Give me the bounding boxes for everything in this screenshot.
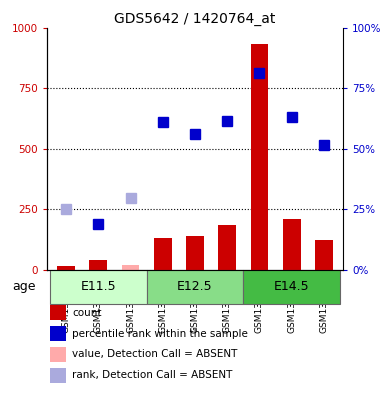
Bar — [147, 270, 243, 305]
Bar — [50, 326, 66, 341]
Bar — [50, 368, 66, 383]
Text: value, Detection Call = ABSENT: value, Detection Call = ABSENT — [72, 349, 238, 360]
Bar — [218, 225, 236, 270]
Text: E11.5: E11.5 — [81, 281, 116, 294]
Bar — [315, 241, 333, 270]
Text: count: count — [72, 308, 101, 318]
Bar — [154, 238, 172, 270]
Bar — [50, 270, 147, 305]
Bar — [89, 260, 107, 270]
Text: percentile rank within the sample: percentile rank within the sample — [72, 329, 248, 338]
Bar — [50, 305, 66, 320]
Bar — [50, 347, 66, 362]
Text: rank, Detection Call = ABSENT: rank, Detection Call = ABSENT — [72, 371, 232, 380]
Bar — [57, 266, 75, 270]
Bar — [122, 264, 139, 270]
Bar — [243, 270, 340, 305]
Text: E12.5: E12.5 — [177, 281, 213, 294]
Text: E14.5: E14.5 — [274, 281, 309, 294]
Bar — [186, 236, 204, 270]
Title: GDS5642 / 1420764_at: GDS5642 / 1420764_at — [114, 13, 276, 26]
Bar — [283, 219, 301, 270]
Text: age: age — [12, 281, 36, 294]
Bar — [250, 44, 268, 270]
Bar — [122, 264, 139, 270]
